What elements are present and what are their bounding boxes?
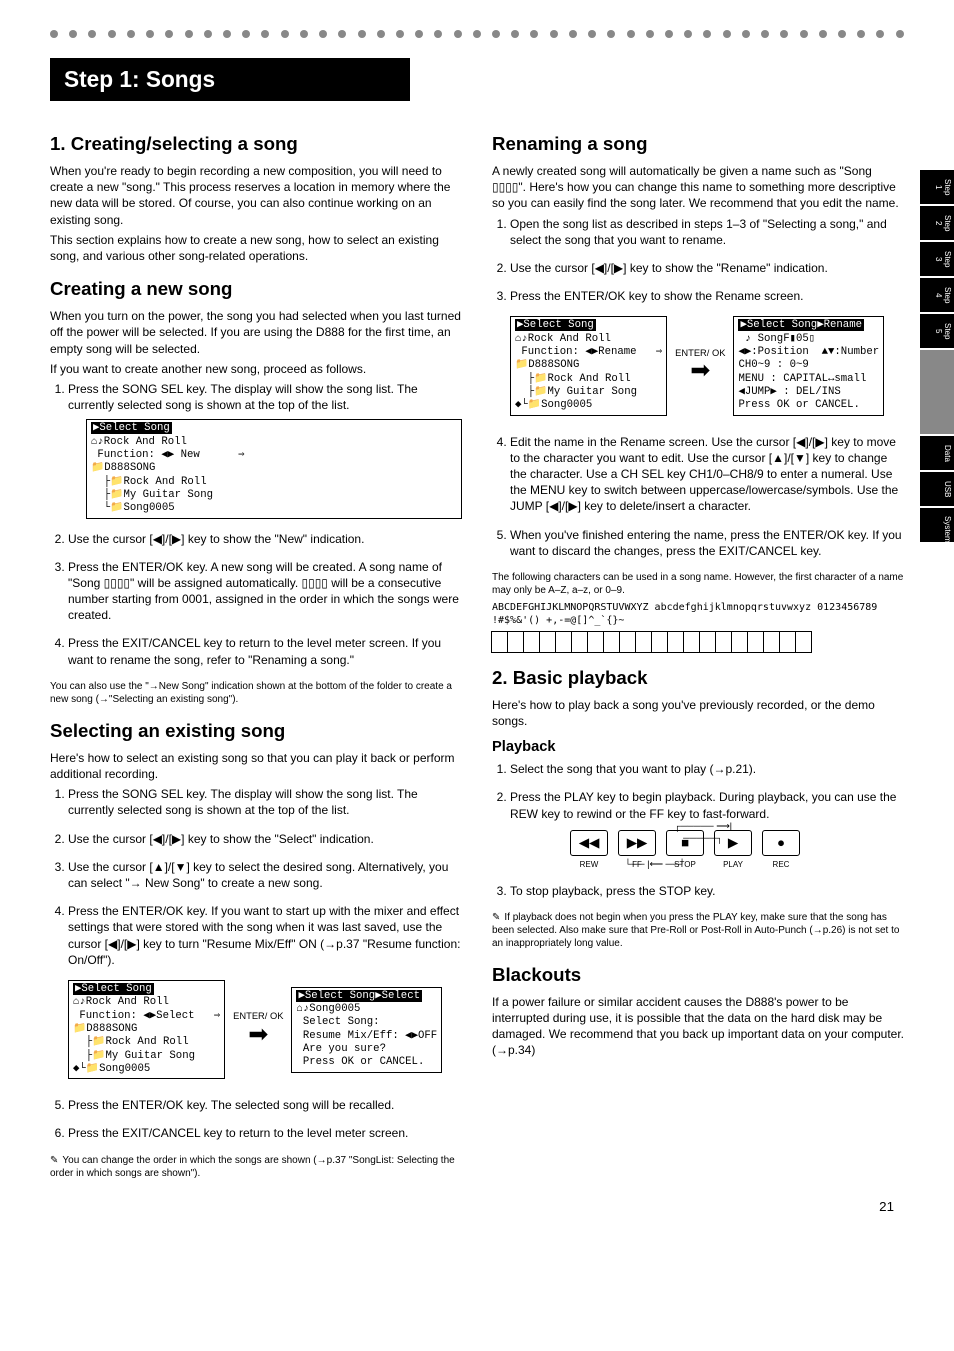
page: Step 1: Songs 1. Creating/selecting a so…	[0, 0, 954, 1224]
ff-button[interactable]: ▶▶	[618, 830, 656, 856]
step: When you've finished entering the name, …	[510, 527, 904, 559]
step: Press the ENTER/OK key. If you want to s…	[68, 903, 462, 1085]
p: A newly created song will automatically …	[492, 163, 904, 212]
side-tab[interactable]: System	[920, 508, 954, 544]
step: Edit the name in the Rename screen. Use …	[510, 434, 904, 515]
p: Here's how to play back a song you've pr…	[492, 697, 904, 729]
side-tab[interactable]: Step 3	[920, 242, 954, 278]
p: When you're ready to begin recording a n…	[50, 163, 462, 228]
step: Press the EXIT/CANCEL key to return to t…	[68, 1125, 462, 1141]
note: You can also use the "→New Song" indicat…	[50, 680, 462, 706]
side-tab[interactable]: USB	[920, 472, 954, 508]
p: This section explains how to create a ne…	[50, 232, 462, 264]
right-column: Renaming a song A newly created song wil…	[492, 119, 904, 1184]
step: Press the PLAY key to begin playback. Du…	[510, 789, 904, 870]
side-tab[interactable]: Data	[920, 436, 954, 472]
note: If playback does not begin when you pres…	[492, 911, 904, 950]
enter-arrow: ENTER/ OK ➡	[675, 348, 725, 385]
h-newsong: Creating a new song	[50, 278, 462, 300]
step: Use the cursor [▲]/[▼] key to select the…	[68, 859, 462, 891]
step: Press the ENTER/OK key. The selected son…	[68, 1097, 462, 1113]
side-tab[interactable]: Step 1	[920, 170, 954, 206]
h-play: Playback	[492, 739, 904, 755]
side-tab-active[interactable]	[920, 350, 954, 436]
h-playback: 2. Basic playback	[492, 667, 904, 689]
p: If a power failure or similar accident c…	[492, 994, 904, 1059]
step: Open the song list as described in steps…	[510, 216, 904, 248]
transport-diagram: ┌───── ⟶| ─────┐ ◀◀REW ▶▶FF ■STOP ▶PLAY …	[510, 830, 904, 871]
enter-arrow: ENTER/ OK ➡	[233, 1011, 283, 1048]
lcd-select-left: ▶Select Song ⌂♪Rock And Roll Function: ◀…	[68, 980, 225, 1079]
rec-button[interactable]: ●	[762, 830, 800, 856]
lcd-rename-right: ▶Select Song▶Rename ♪ SongF▮05▯ ◀▶:Posit…	[733, 316, 884, 415]
lcd-rename-left: ▶Select Song ⌂♪Rock And Roll Function: ◀…	[510, 316, 667, 415]
step-header: Step 1: Songs	[50, 58, 410, 101]
step: Press the SONG SEL key. The display will…	[68, 786, 462, 818]
dot-row	[50, 20, 904, 58]
p: If you want to create another new song, …	[50, 361, 462, 377]
rew-button[interactable]: ◀◀	[570, 830, 608, 856]
side-tab[interactable]: Step 5	[920, 314, 954, 350]
step: Press the ENTER/OK key. A new song will …	[68, 559, 462, 624]
step: Press the ENTER/OK key to show the Renam…	[510, 288, 904, 421]
page-number: 21	[879, 1199, 894, 1214]
name-entry-boxes	[492, 631, 904, 653]
step: Press the SONG SEL key. The display will…	[68, 381, 462, 519]
side-tabs: Step 1 Step 2 Step 3 Step 4 Step 5 Data …	[920, 170, 954, 544]
p: When you turn on the power, the song you…	[50, 308, 462, 357]
left-column: 1. Creating/selecting a song When you're…	[50, 119, 462, 1184]
note: You can change the order in which the so…	[50, 1154, 462, 1180]
step: Press the EXIT/CANCEL key to return to t…	[68, 635, 462, 667]
step: To stop playback, press the STOP key.	[510, 883, 904, 899]
h-select: Selecting an existing song	[50, 720, 462, 742]
h-rename: Renaming a song	[492, 133, 904, 155]
side-tab[interactable]: Step 4	[920, 278, 954, 314]
side-tab[interactable]: Step 2	[920, 206, 954, 242]
h-blackouts: Blackouts	[492, 964, 904, 986]
lcd-select-right: ▶Select Song▶Select ⌂♪Song0005 Select So…	[291, 987, 442, 1073]
charset: ABCDEFGHIJKLMNOPQRSTUVWXYZ abcdefghijklm…	[492, 601, 904, 627]
h-creating: 1. Creating/selecting a song	[50, 133, 462, 155]
step: Select the song that you want to play (→…	[510, 761, 904, 777]
charset-note: The following characters can be used in …	[492, 571, 904, 597]
lcd-new: ▶Select Song ⌂♪Rock And Roll Function: ◀…	[86, 419, 462, 518]
step: Use the cursor [◀]/[▶] key to show the "…	[68, 531, 462, 547]
step: Use the cursor [◀]/[▶] key to show the "…	[68, 831, 462, 847]
p: Here's how to select an existing song so…	[50, 750, 462, 782]
step: Use the cursor [◀]/[▶] key to show the "…	[510, 260, 904, 276]
